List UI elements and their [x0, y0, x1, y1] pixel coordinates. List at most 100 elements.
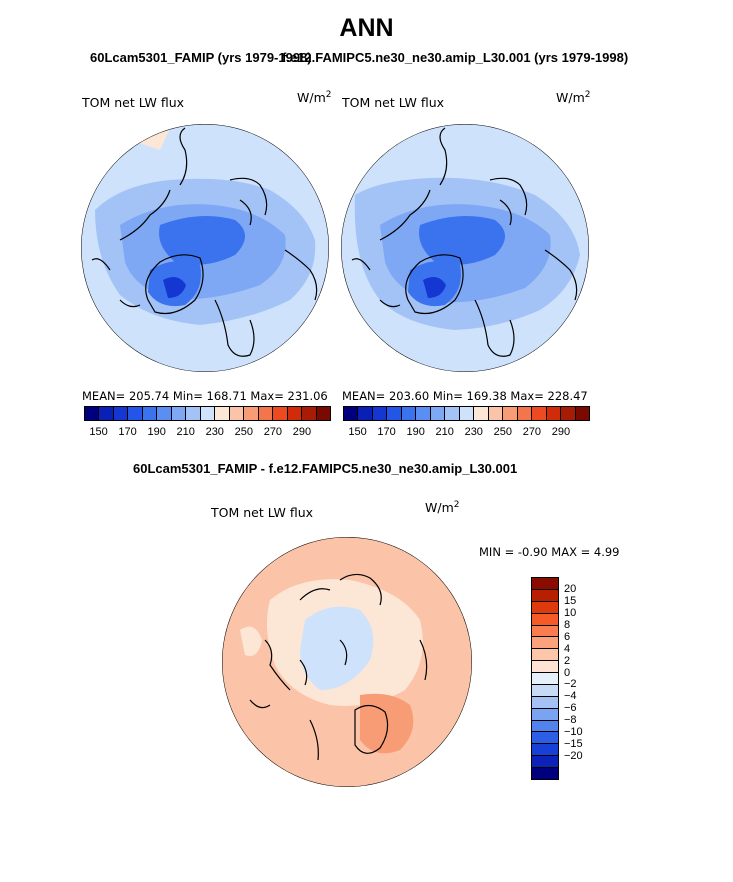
colorbar-tick-label: 290 [551, 426, 571, 438]
colorbar-diff-ticks: 20 15 10 8 6 4 2 0 −2 −4 −6 −8 −10 −15 −20 [564, 577, 604, 780]
colorbar-1-ticks: 150 170 190 210 230 250 270 290 [84, 426, 331, 440]
panel-3-label: TOM net LW flux [211, 505, 314, 520]
colorbar-swatch [546, 407, 562, 420]
colorbar-swatch [128, 407, 143, 420]
map-1-deep-blue [159, 216, 245, 265]
colorbar-swatch [532, 720, 558, 733]
subtitle-right: f.e12.FAMIPC5.ne30_ne30.amip_L30.001 (yr… [282, 50, 629, 65]
colorbar-swatch [532, 407, 547, 420]
colorbar-tick-label: 6 [564, 630, 571, 643]
colorbar-swatch [503, 407, 518, 420]
colorbar-1 [84, 406, 331, 421]
colorbar-swatch [244, 407, 259, 420]
colorbar-swatch [517, 407, 533, 420]
colorbar-swatch [416, 407, 431, 420]
colorbar-tick-label: 10 [564, 606, 577, 619]
colorbar-swatch [287, 407, 303, 420]
map-1-coastlines [91, 127, 318, 357]
colorbar-tick-label: 150 [348, 426, 367, 438]
map-1-greenland-core [163, 276, 186, 298]
panel-1-label: TOM net LW flux [82, 95, 185, 110]
colorbar-swatch [171, 407, 187, 420]
colorbar-tick-label: 8 [564, 618, 571, 631]
colorbar-swatch [532, 744, 558, 757]
colorbar-swatch [358, 407, 373, 420]
colorbar-swatch [561, 407, 576, 420]
colorbar-swatch [273, 407, 288, 420]
colorbar-2 [343, 406, 590, 421]
colorbar-swatch [474, 407, 489, 420]
colorbar-swatch [459, 407, 475, 420]
map-2 [341, 124, 589, 372]
map-2-deep-blue [419, 216, 505, 265]
colorbar-tick-label: 210 [435, 426, 454, 438]
map-2-coastlines [351, 127, 578, 357]
colorbar-tick-label: 230 [205, 426, 224, 438]
map-3-orange [360, 693, 414, 754]
colorbar-tick-label: 250 [234, 426, 253, 438]
colorbar-tick-label: 290 [292, 426, 312, 438]
colorbar-swatch [532, 613, 558, 626]
colorbar-swatch [532, 732, 558, 745]
colorbar-swatch [401, 407, 417, 420]
colorbar-swatch [488, 407, 504, 420]
colorbar-tick-label: −8 [564, 714, 577, 727]
colorbar-swatch [532, 601, 558, 614]
colorbar-swatch [229, 407, 245, 420]
map-3-peach-west [240, 626, 262, 656]
panel-1-stats: MEAN= 205.74 Min= 168.71 Max= 231.06 [82, 389, 328, 403]
colorbar-tick-label: 270 [522, 426, 542, 438]
colorbar-swatch [258, 407, 274, 420]
colorbar-tick-label: 2 [564, 654, 571, 667]
colorbar-swatch [532, 708, 558, 721]
colorbar-tick-label: 270 [263, 426, 283, 438]
diff-title: 60Lcam5301_FAMIP - f.e12.FAMIPC5.ne30_ne… [133, 461, 518, 476]
colorbar-swatch [372, 407, 388, 420]
colorbar-tick-label: 250 [493, 426, 512, 438]
colorbar-tick-label: 230 [464, 426, 483, 438]
colorbar-swatch [316, 407, 330, 420]
page-title: ANN [339, 14, 394, 42]
panel-2-label: TOM net LW flux [342, 95, 445, 110]
colorbar-swatch [532, 625, 558, 638]
colorbar-swatch [445, 407, 460, 420]
panel-2-stats: MEAN= 203.60 Min= 169.38 Max= 228.47 [342, 389, 588, 403]
colorbar-tick-label: 190 [406, 426, 425, 438]
colorbar-swatch [344, 407, 359, 420]
panel-2-unit: W/m2 [556, 90, 591, 106]
colorbar-swatch [113, 407, 129, 420]
map-3-coastlines [249, 573, 428, 761]
colorbar-swatch [532, 661, 558, 673]
colorbar-tick-label: −4 [564, 690, 577, 703]
colorbar-swatch [85, 407, 100, 420]
map-1 [81, 124, 329, 372]
colorbar-tick-label: 0 [564, 666, 571, 679]
colorbar-swatch [186, 407, 201, 420]
colorbar-tick-label: 170 [118, 426, 137, 438]
colorbar-swatch [532, 684, 558, 697]
colorbar-tick-label: 150 [89, 426, 108, 438]
colorbar-tick-label: 15 [564, 594, 577, 607]
colorbar-swatch [157, 407, 172, 420]
colorbar-swatch [99, 407, 114, 420]
colorbar-2-ticks: 150 170 190 210 230 250 270 290 [343, 426, 590, 440]
colorbar-swatch [532, 649, 558, 662]
colorbar-tick-label: −15 [564, 738, 583, 751]
colorbar-tick-label: −2 [564, 678, 577, 691]
colorbar-swatch [532, 578, 558, 590]
colorbar-swatch [215, 407, 230, 420]
colorbar-tick-label: −10 [564, 726, 583, 739]
colorbar-swatch [302, 407, 317, 420]
map-3-light-blue [300, 606, 374, 690]
colorbar-diff [531, 577, 559, 780]
colorbar-swatch [430, 407, 446, 420]
colorbar-tick-label: 190 [147, 426, 166, 438]
colorbar-swatch [532, 756, 558, 768]
panel-3-unit: W/m2 [425, 500, 460, 516]
map-3 [222, 537, 472, 787]
colorbar-tick-label: 4 [564, 642, 571, 655]
colorbar-swatch [575, 407, 589, 420]
colorbar-tick-label: −6 [564, 702, 577, 715]
colorbar-swatch [200, 407, 216, 420]
colorbar-swatch [532, 696, 558, 709]
